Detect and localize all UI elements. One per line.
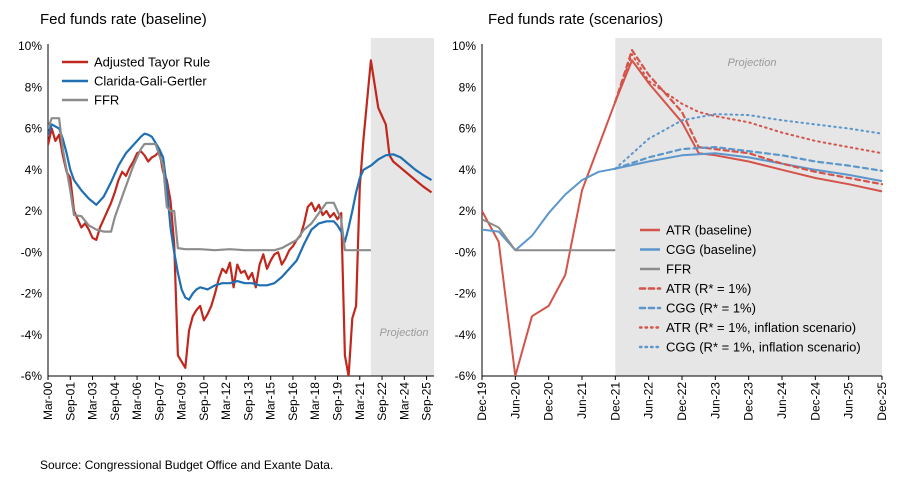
x-tick-label: Jun-24 [775,382,789,419]
x-tick-label: Mar-09 [175,382,189,420]
x-tick-label: Jun-23 [708,382,722,419]
x-tick-label: Mar-15 [264,382,278,420]
y-tick-label: -6% [21,369,43,383]
x-tick-label: Mar-06 [130,382,144,420]
series-line [48,117,371,252]
x-tick-label: Mar-18 [308,382,322,420]
x-tick-label: Mar-12 [219,382,233,420]
y-tick-label: 10% [452,39,476,53]
series-line [48,123,433,301]
right-chart-panel: Projection Fed funds rate (scenarios) -6% -… [452,11,889,421]
x-tick-label: Sep-10 [197,382,211,421]
x-tick-label: Dec-24 [808,382,822,421]
series-line [48,59,433,376]
left-chart-panel: Projection Fed funds rate (baseline) -6% -4… [18,11,434,421]
x-tick-label: Sep-16 [286,382,300,421]
projection-band [615,38,882,376]
projection-label: Projection [728,57,777,69]
series-line [482,59,883,376]
legend-label: ATR (R* = 1%, inflation scenario) [666,320,856,335]
x-tick-label: Dec-21 [608,382,622,421]
chart-title: Fed funds rate (scenarios) [488,11,663,28]
y-tick-label: 2% [25,204,43,218]
x-tick-label: Dec-25 [875,382,889,421]
legend-label: FFR [94,93,119,108]
x-tick-label: Sep-13 [241,382,255,421]
series-line [482,218,616,252]
x-tick-label: Sep-04 [108,382,122,421]
y-tick-label: 6% [459,122,477,136]
legend: ATR (baseline) CGG (baseline) FFR ATR (R* =… [638,223,861,355]
y-tick-label: 8% [25,80,43,94]
x-tick-label: Sep-01 [63,382,77,421]
y-tick-label: 8% [459,80,477,94]
x-tick-label: Dec-23 [742,382,756,421]
y-tick-label: 6% [25,122,43,136]
x-tick-label: Jun-21 [575,382,589,419]
source-note: Source: Congressional Budget Office and … [40,458,333,472]
y-tick-label: 2% [459,204,477,218]
projection-label: Projection [380,327,429,339]
legend-label: ATR (baseline) [666,223,752,238]
x-tick-label: Sep-07 [152,382,166,421]
x-tick-label: Mar-00 [41,382,55,420]
y-tick-label: -2% [455,287,477,301]
legend-label: Clarida-Gali-Gertler [94,74,207,89]
legend-label: FFR [666,262,691,277]
x-tick-label: Jun-25 [842,382,856,419]
x-tick-label: Jun-22 [642,382,656,419]
y-tick-label: 4% [459,163,477,177]
legend-label: CGG (baseline) [666,242,756,257]
series-line [614,146,884,172]
legend-label: CGG (R* = 1%, inflation scenario) [666,340,861,355]
y-tick-label: -0% [455,245,477,259]
x-tick-label: Dec-19 [475,382,489,421]
legend-label: Adjusted Tayor Rule [94,55,210,70]
x-tick-label: Dec-20 [542,382,556,421]
series-line [614,49,884,186]
x-tick-label: Sep-19 [331,382,345,421]
y-tick-label: 10% [18,39,42,53]
y-tick-label: -2% [21,287,43,301]
x-tick-label: Mar-24 [397,382,411,420]
x-tick-label: Mar-21 [353,382,367,420]
y-tick-label: -4% [21,328,43,342]
series-line [614,113,883,170]
y-tick-label: -0% [21,245,43,259]
legend: Adjusted Tayor Rule Clarida-Gali-Gertler F… [62,55,210,108]
y-tick-label: 4% [25,163,43,177]
y-tick-label: -6% [455,369,477,383]
y-tick-label: -4% [455,328,477,342]
x-tick-label: Jun-20 [508,382,522,419]
series-line [614,53,883,155]
legend-label: ATR (R* = 1%) [666,281,751,296]
legend-label: CGG (R* = 1%) [666,301,756,316]
x-tick-label: Sep-25 [420,382,434,421]
x-tick-label: Mar-03 [86,382,100,420]
x-tick-label: Sep-22 [375,382,389,421]
projection-band [370,38,434,376]
x-tick-label: Dec-22 [675,382,689,421]
chart-title: Fed funds rate (baseline) [40,11,207,28]
